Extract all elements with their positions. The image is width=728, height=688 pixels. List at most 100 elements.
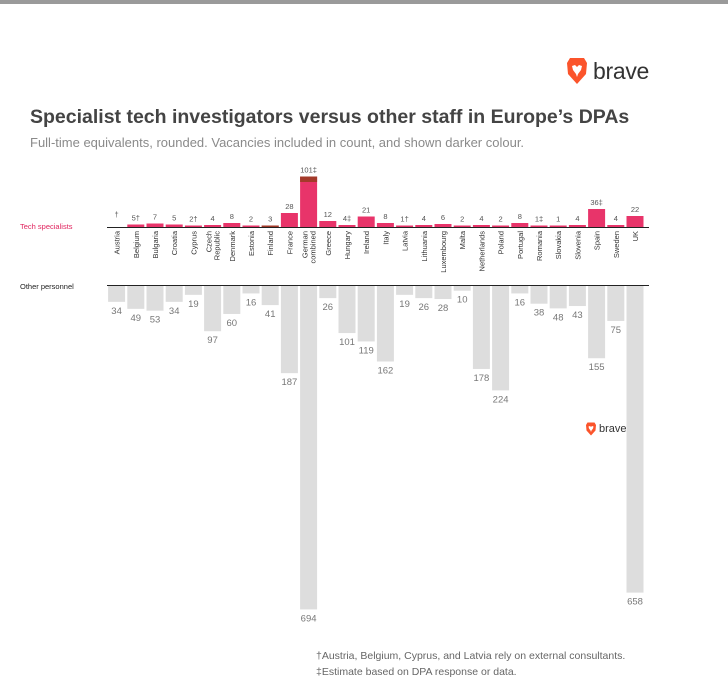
category-label-line: Latvia: [401, 230, 410, 251]
other-bar-croatia: [165, 286, 183, 302]
other-value-romania: 38: [534, 308, 545, 319]
other-bar-netherlands: [472, 286, 490, 369]
category-label-latvia: Latvia: [401, 230, 410, 251]
category-label-line: Austria: [113, 230, 122, 254]
other-value-sweden: 75: [611, 325, 622, 336]
category-label-line: Luxembourg: [439, 231, 448, 273]
tech-value-greece: 12: [324, 210, 332, 219]
other-value-portugal: 16: [515, 297, 526, 308]
category-label-belgium: Belgium: [132, 231, 141, 258]
other-value-latvia: 19: [399, 299, 410, 310]
category-label-ireland: Ireland: [362, 231, 371, 254]
tech-bar-france: [280, 213, 298, 227]
category-label-sweden: Sweden: [612, 231, 621, 258]
other-bar-france: [280, 286, 298, 374]
tech-value-slovakia: 1: [556, 215, 560, 224]
category-label-line: German: [301, 231, 310, 258]
other-value-estonia: 16: [246, 297, 257, 308]
other-value-malta: 10: [457, 295, 468, 306]
other-bar-italy: [376, 286, 394, 362]
category-label-line: Cyprus: [189, 231, 198, 255]
tech-bar-portugal: [511, 223, 529, 227]
tech-bar-hungary: [338, 225, 356, 227]
category-label-line: Greece: [324, 231, 333, 256]
category-label-spain: Spain: [593, 231, 602, 250]
tech-bar-croatia: [165, 224, 183, 227]
category-label-uk: UK: [631, 231, 640, 241]
other-value-denmark: 60: [227, 318, 238, 329]
tech-bar-lithuania: [415, 225, 433, 227]
other-bar-finland: [261, 286, 279, 306]
tech-value-croatia: 5: [172, 214, 176, 223]
category-label-bulgaria: Bulgaria: [151, 230, 160, 258]
category-label-line: Romania: [535, 230, 544, 261]
tech-value-romania: 1‡: [535, 215, 543, 224]
category-label-estonia: Estonia: [247, 230, 256, 256]
category-label-line: Spain: [593, 231, 602, 250]
category-label-line: Denmark: [228, 231, 237, 262]
tech-bar-spain: [588, 209, 606, 227]
tech-bar-luxembourg: [434, 224, 452, 227]
brave-lion-icon: [567, 58, 587, 84]
tech-bar-cyprus: [184, 225, 202, 227]
category-label-romania: Romania: [535, 230, 544, 261]
footnote-consultants: †Austria, Belgium, Cyprus, and Latvia re…: [316, 650, 626, 662]
tech-value-austria: †: [115, 210, 119, 219]
other-bar-german-combined: [300, 286, 318, 610]
tech-value-hungary: 4‡: [343, 214, 351, 223]
category-label-line: UK: [631, 231, 640, 241]
brand-watermark: brave: [585, 422, 627, 436]
other-value-uk: 658: [627, 597, 643, 608]
tech-bar-bulgaria: [146, 223, 164, 227]
other-value-poland: 224: [493, 394, 509, 405]
tech-vacancy-finland: [261, 225, 279, 227]
tech-value-uk: 22: [631, 205, 639, 214]
tech-bar-netherlands: [472, 225, 490, 227]
other-bar-ireland: [357, 286, 375, 342]
category-label-slovenia: Slovenia: [573, 230, 582, 260]
other-value-croatia: 34: [169, 306, 180, 317]
category-label-portugal: Portugal: [516, 231, 525, 259]
other-bar-latvia: [396, 286, 414, 295]
tech-value-german-combined: 101‡: [300, 166, 317, 175]
top-border: [0, 0, 728, 4]
other-bar-slovakia: [549, 286, 567, 309]
other-value-greece: 26: [323, 302, 334, 313]
tech-vacancy-german-combined: [300, 176, 318, 182]
tech-value-belgium: 5†: [132, 214, 140, 223]
other-bar-denmark: [223, 286, 241, 314]
other-value-austria: 34: [111, 306, 122, 317]
row-label-tech: Tech specialists: [20, 222, 73, 231]
tech-bar-belgium: [127, 224, 145, 227]
tech-bar-latvia: [396, 225, 414, 227]
category-label-greece: Greece: [324, 231, 333, 256]
other-bar-lithuania: [415, 286, 433, 299]
category-label-line: France: [285, 231, 294, 254]
category-label-line: Netherlands: [477, 231, 486, 272]
tech-value-portugal: 8: [518, 212, 522, 221]
tech-value-sweden: 4: [614, 214, 618, 223]
other-bar-hungary: [338, 286, 356, 334]
footnotes: †Austria, Belgium, Cyprus, and Latvia re…: [316, 648, 625, 680]
tech-bar-romania: [530, 225, 548, 227]
tech-value-spain: 36‡: [590, 198, 603, 207]
other-bar-belgium: [127, 286, 145, 309]
tech-bar-estonia: [242, 225, 260, 227]
other-value-luxembourg: 28: [438, 303, 449, 314]
category-label-line: Poland: [497, 231, 506, 254]
category-label-denmark: Denmark: [228, 231, 237, 262]
other-bar-malta: [453, 286, 471, 291]
other-value-german-combined: 694: [301, 613, 317, 624]
category-label-line: Malta: [458, 230, 467, 249]
category-label-german-combined: Germancombined: [301, 231, 318, 264]
category-label-netherlands: Netherlands: [477, 231, 486, 272]
tech-value-netherlands: 4: [479, 214, 483, 223]
other-value-cyprus: 19: [188, 299, 199, 310]
other-value-netherlands: 178: [473, 373, 489, 384]
tech-value-lithuania: 4: [422, 214, 426, 223]
other-bar-portugal: [511, 286, 529, 294]
other-value-slovenia: 43: [572, 310, 583, 321]
category-label-line: Ireland: [362, 231, 371, 254]
other-value-slovakia: 48: [553, 312, 564, 323]
category-label-line: Hungary: [343, 231, 352, 260]
